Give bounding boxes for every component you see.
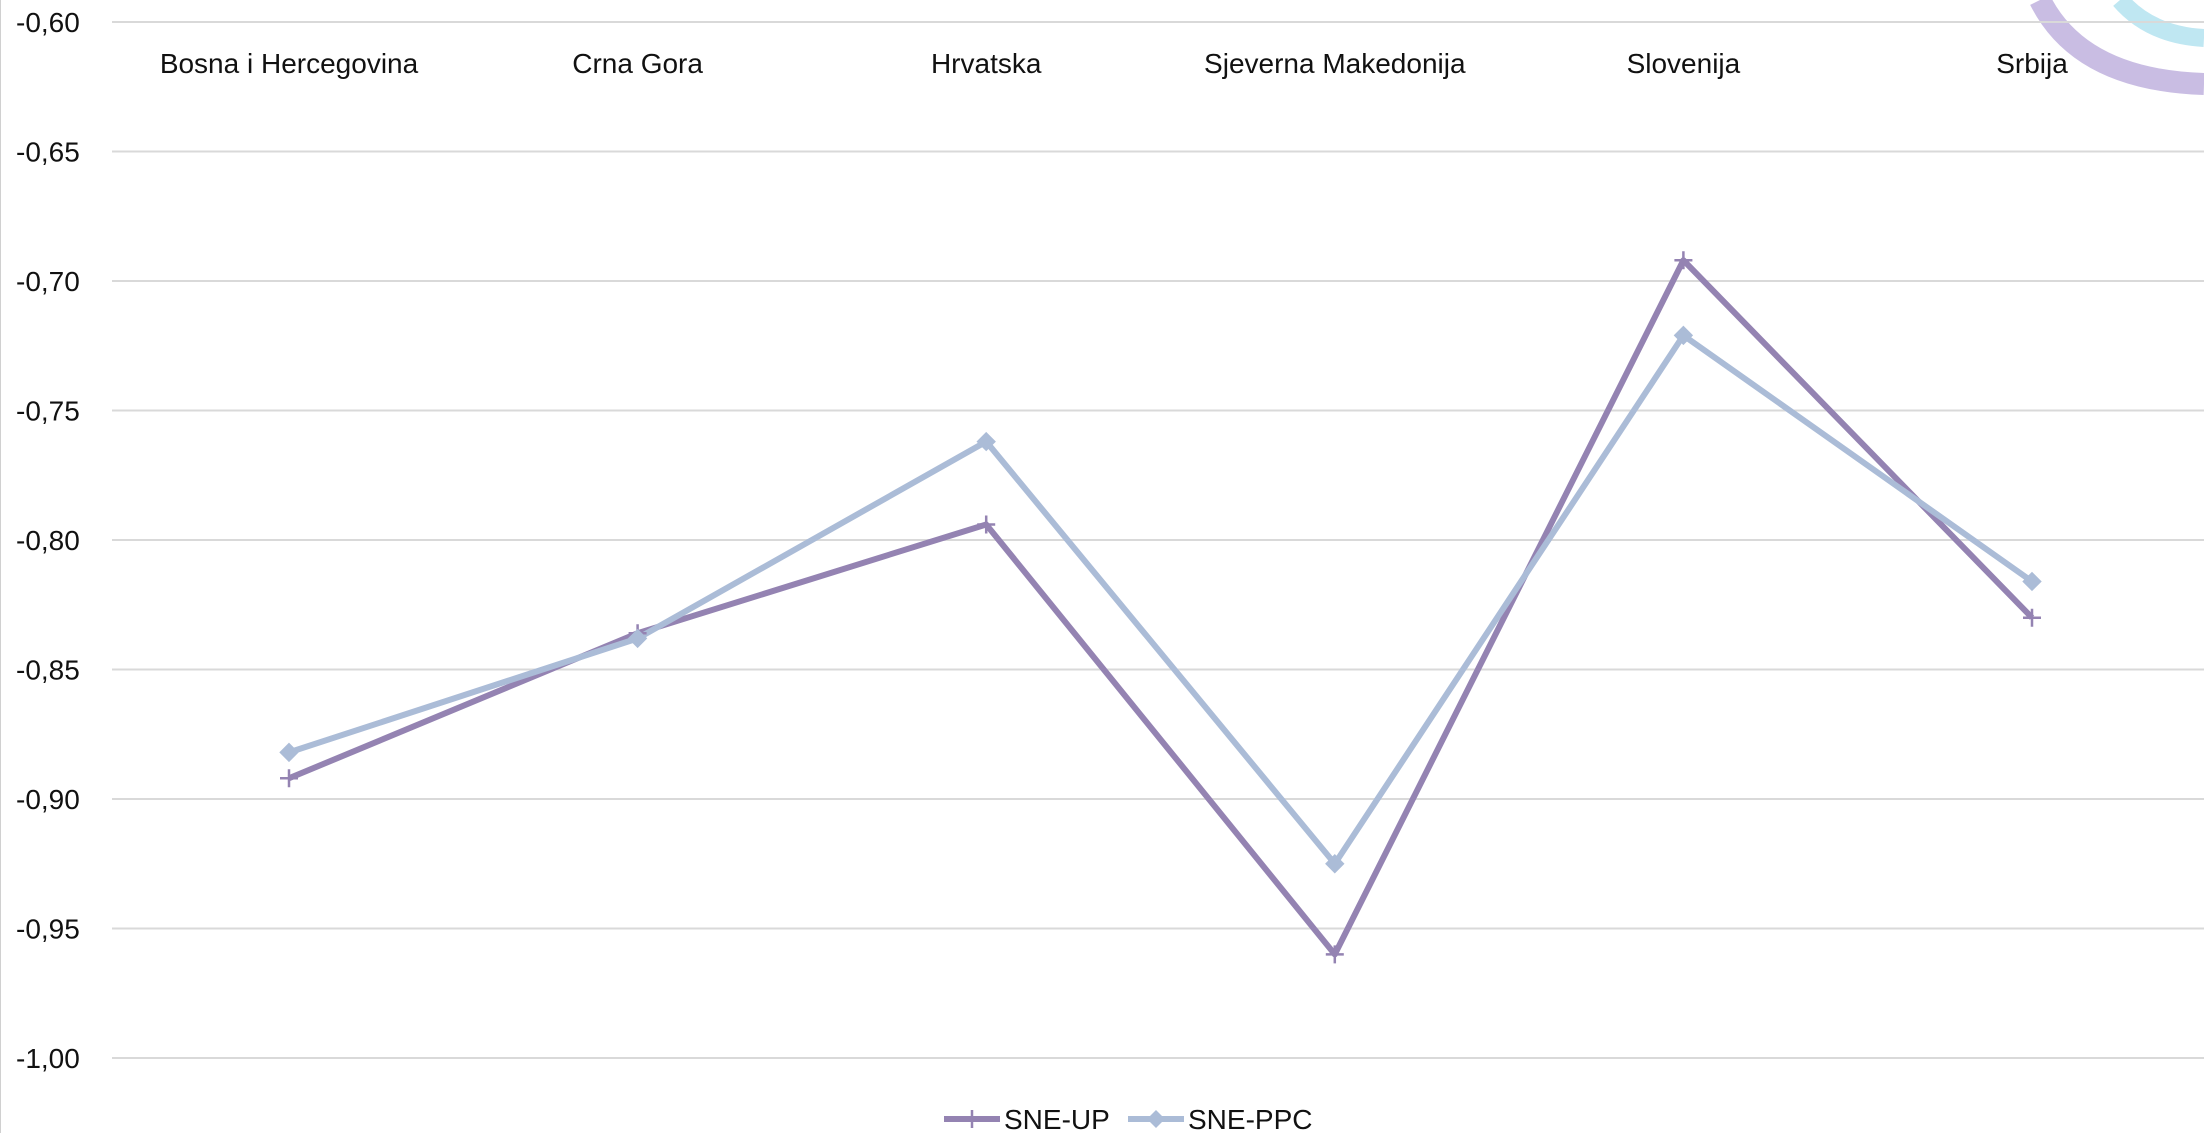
legend-label: SNE-PPC bbox=[1188, 1104, 1312, 1133]
decor-arc-cyan bbox=[2113, 0, 2204, 47]
y-tick-label: -1,00 bbox=[16, 1043, 80, 1074]
legend-marker bbox=[1147, 1110, 1165, 1128]
decor-arc-purple bbox=[2030, 0, 2204, 95]
category-label: Sjeverna Makedonija bbox=[1204, 48, 1466, 79]
data-point-sne-ppc bbox=[627, 628, 648, 649]
y-tick-label: -0,70 bbox=[16, 266, 80, 297]
series-lines bbox=[287, 257, 2035, 958]
y-tick-label: -0,60 bbox=[16, 7, 80, 38]
category-label: Bosna i Hercegovina bbox=[160, 48, 419, 79]
data-point-sne-up bbox=[1325, 945, 1344, 964]
legend-label: SNE-UP bbox=[1004, 1104, 1110, 1133]
y-tick-label: -0,90 bbox=[16, 784, 80, 815]
series-line-sne-ppc bbox=[288, 332, 2034, 867]
data-point-sne-up bbox=[280, 769, 298, 788]
chart-left-border bbox=[0, 0, 1, 1133]
series-line-sne-up bbox=[287, 257, 2035, 958]
data-point-sne-up bbox=[2023, 608, 2041, 627]
category-label: Crna Gora bbox=[572, 48, 703, 79]
data-point-sne-ppc bbox=[1325, 854, 1345, 874]
category-labels: Bosna i Hercegovina Crna Gora Hrvatska Sjev… bbox=[160, 48, 2068, 79]
category-label: Srbija bbox=[1996, 48, 2068, 79]
decorative-arcs bbox=[2030, 0, 2204, 95]
category-label: Hrvatska bbox=[931, 48, 1042, 79]
gridlines bbox=[112, 21, 2204, 1059]
y-tick-label: -0,95 bbox=[16, 914, 80, 945]
y-tick-label: -0,80 bbox=[16, 525, 80, 556]
data-point-sne-up bbox=[977, 515, 996, 534]
data-point-sne-ppc bbox=[2022, 571, 2042, 592]
category-label: Slovenija bbox=[1627, 48, 1741, 79]
y-axis-tick-labels: -0,60 -0,65 -0,70 -0,75 -0,80 -0,85 -0,90 -0,95… bbox=[16, 7, 80, 1074]
y-tick-label: -0,65 bbox=[16, 137, 80, 168]
legend: SNE-UP SNE-PPC bbox=[944, 1104, 1312, 1133]
data-point-sne-ppc bbox=[976, 431, 996, 452]
series-markers bbox=[279, 251, 2042, 964]
data-point-sne-ppc bbox=[1673, 325, 1694, 346]
data-point-sne-up bbox=[1674, 251, 1693, 270]
data-point-sne-ppc bbox=[279, 742, 299, 763]
y-tick-label: -0,75 bbox=[16, 396, 80, 427]
y-tick-label: -0,85 bbox=[16, 655, 80, 686]
